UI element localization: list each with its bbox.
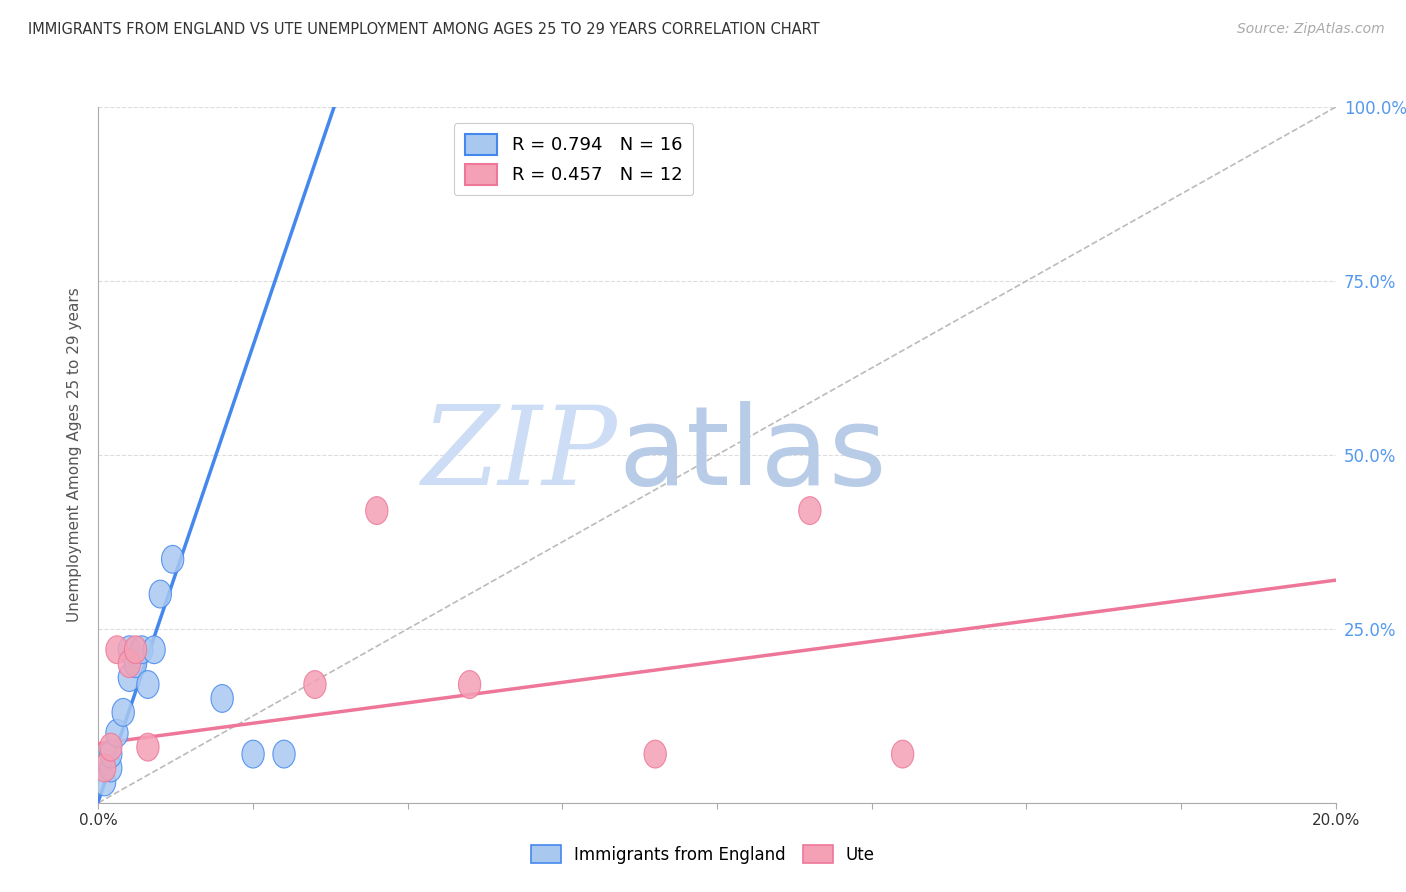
Ellipse shape bbox=[93, 768, 115, 796]
Ellipse shape bbox=[112, 698, 135, 726]
Ellipse shape bbox=[124, 636, 146, 664]
Y-axis label: Unemployment Among Ages 25 to 29 years: Unemployment Among Ages 25 to 29 years bbox=[67, 287, 83, 623]
Ellipse shape bbox=[242, 740, 264, 768]
Ellipse shape bbox=[118, 664, 141, 691]
Ellipse shape bbox=[143, 636, 166, 664]
Ellipse shape bbox=[105, 719, 128, 747]
Text: IMMIGRANTS FROM ENGLAND VS UTE UNEMPLOYMENT AMONG AGES 25 TO 29 YEARS CORRELATIO: IMMIGRANTS FROM ENGLAND VS UTE UNEMPLOYM… bbox=[28, 22, 820, 37]
Legend: R = 0.794   N = 16, R = 0.457   N = 12: R = 0.794 N = 16, R = 0.457 N = 12 bbox=[454, 123, 693, 195]
Text: Source: ZipAtlas.com: Source: ZipAtlas.com bbox=[1237, 22, 1385, 37]
Ellipse shape bbox=[93, 754, 115, 782]
Ellipse shape bbox=[136, 733, 159, 761]
Ellipse shape bbox=[162, 545, 184, 574]
Ellipse shape bbox=[118, 636, 141, 664]
Ellipse shape bbox=[273, 740, 295, 768]
Ellipse shape bbox=[124, 649, 146, 678]
Ellipse shape bbox=[149, 580, 172, 608]
Ellipse shape bbox=[131, 636, 153, 664]
Ellipse shape bbox=[118, 649, 141, 678]
Ellipse shape bbox=[644, 740, 666, 768]
Ellipse shape bbox=[211, 684, 233, 713]
Ellipse shape bbox=[304, 671, 326, 698]
Legend: Immigrants from England, Ute: Immigrants from England, Ute bbox=[524, 838, 882, 871]
Text: atlas: atlas bbox=[619, 401, 887, 508]
Ellipse shape bbox=[100, 740, 122, 768]
Ellipse shape bbox=[891, 740, 914, 768]
Ellipse shape bbox=[100, 754, 122, 782]
Ellipse shape bbox=[799, 497, 821, 524]
Ellipse shape bbox=[458, 671, 481, 698]
Text: ZIP: ZIP bbox=[422, 401, 619, 508]
Ellipse shape bbox=[105, 636, 128, 664]
Ellipse shape bbox=[100, 733, 122, 761]
Ellipse shape bbox=[136, 671, 159, 698]
Ellipse shape bbox=[366, 497, 388, 524]
